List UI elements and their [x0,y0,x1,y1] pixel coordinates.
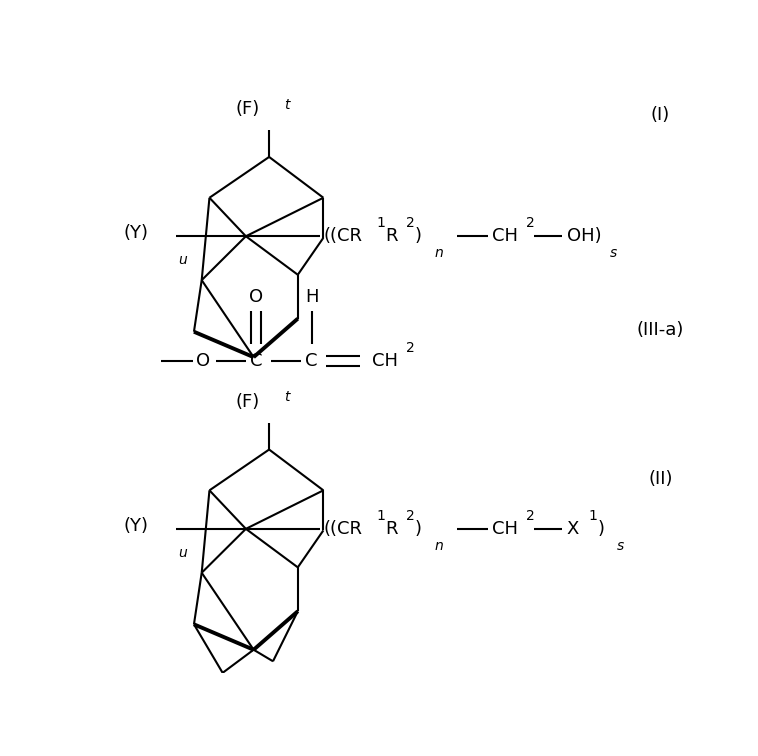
Text: 2: 2 [406,216,415,230]
Text: $u$: $u$ [177,546,188,559]
Text: ): ) [415,228,421,245]
Text: 1: 1 [588,509,597,522]
Text: ((CR: ((CR [324,520,362,538]
Text: (F): (F) [235,393,259,411]
Text: ): ) [415,520,421,538]
Text: H: H [305,288,318,306]
Text: $n$: $n$ [434,246,444,260]
Text: CH: CH [493,228,518,245]
Text: CH: CH [372,352,398,370]
Text: $n$: $n$ [434,539,444,553]
Text: (III-a): (III-a) [637,321,684,339]
Text: O: O [196,352,210,370]
Text: $t$: $t$ [283,98,292,112]
Text: CH: CH [493,520,518,538]
Text: $u$: $u$ [177,253,188,267]
Text: X: X [567,520,579,538]
Text: ((CR: ((CR [324,228,362,245]
Text: 2: 2 [526,216,535,230]
Text: R: R [385,520,398,538]
Text: R: R [385,228,398,245]
Text: OH): OH) [567,228,601,245]
Text: 2: 2 [406,341,415,355]
Text: (F): (F) [235,101,259,118]
Text: (II): (II) [648,469,673,488]
Text: 1: 1 [376,509,385,522]
Text: $t$: $t$ [283,390,292,404]
Text: C: C [249,352,262,370]
Text: (Y): (Y) [124,517,149,534]
Text: 1: 1 [376,216,385,230]
Text: 2: 2 [406,509,415,522]
Text: ): ) [598,520,605,538]
Text: (Y): (Y) [124,225,149,242]
Text: $s$: $s$ [609,246,618,260]
Text: O: O [249,288,263,306]
Text: 2: 2 [526,509,535,522]
Text: $s$: $s$ [616,539,625,553]
Text: (I): (I) [651,106,670,123]
Text: C: C [305,352,318,370]
